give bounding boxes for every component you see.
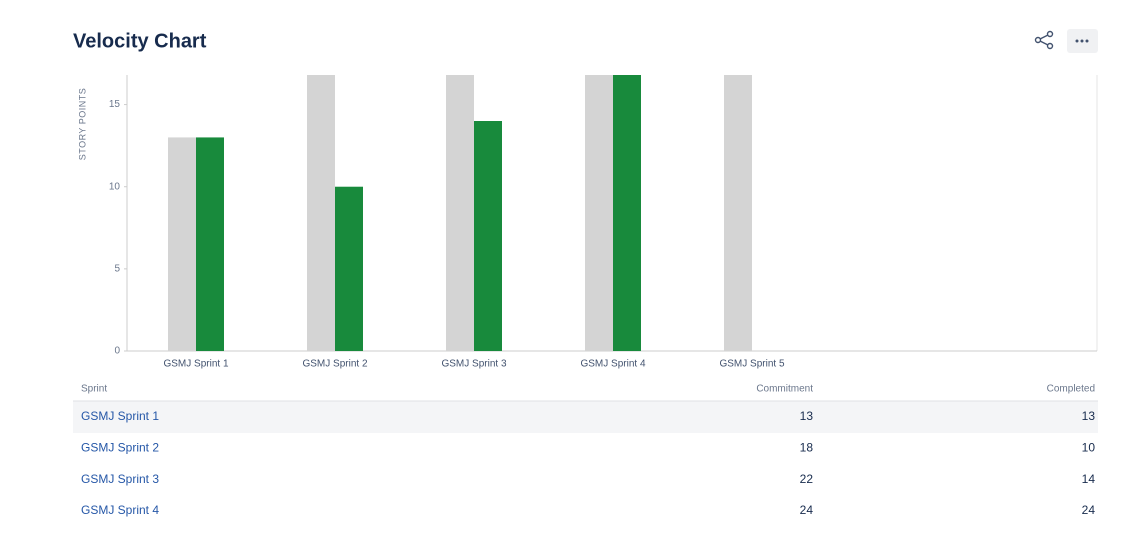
x-tick-label: GSMJ Sprint 4 — [580, 359, 645, 370]
sprint-link[interactable]: GSMJ Sprint 3 — [81, 472, 159, 486]
table-header: Completed — [1047, 384, 1095, 395]
completed-cell: 14 — [1082, 472, 1096, 486]
y-tick-label: 0 — [114, 346, 120, 357]
bar — [307, 75, 335, 351]
bar — [585, 75, 613, 351]
share-button[interactable] — [1034, 30, 1054, 50]
x-tick-label: GSMJ Sprint 2 — [302, 359, 367, 370]
bar — [613, 75, 641, 351]
bar — [446, 75, 474, 351]
commitment-cell: 22 — [800, 472, 814, 486]
more-button[interactable] — [1067, 29, 1098, 53]
x-tick-label: GSMJ Sprint 5 — [719, 359, 784, 370]
row-highlight — [73, 401, 1098, 433]
bar — [196, 137, 224, 351]
bar — [168, 137, 196, 351]
commitment-cell: 18 — [800, 440, 814, 454]
commitment-cell: 24 — [800, 503, 814, 517]
x-tick-label: GSMJ Sprint 3 — [441, 359, 506, 370]
completed-cell: 13 — [1082, 409, 1096, 423]
sprint-link[interactable]: GSMJ Sprint 4 — [81, 503, 159, 517]
page-title: Velocity Chart — [73, 30, 207, 52]
bar — [335, 186, 363, 351]
x-tick-label: GSMJ Sprint 1 — [163, 359, 228, 370]
completed-cell: 24 — [1082, 503, 1096, 517]
y-axis-label: STORY POINTS — [77, 88, 87, 161]
y-tick-label: 5 — [114, 263, 120, 274]
y-tick-label: 15 — [109, 99, 121, 110]
sprint-link[interactable]: GSMJ Sprint 1 — [81, 409, 159, 423]
table-header: Sprint — [81, 384, 107, 395]
y-tick-label: 10 — [109, 181, 121, 192]
table-header: Commitment — [756, 384, 813, 395]
bar — [724, 75, 752, 351]
commitment-cell: 13 — [800, 409, 814, 423]
completed-cell: 10 — [1082, 440, 1096, 454]
bar — [474, 121, 502, 351]
sprint-link[interactable]: GSMJ Sprint 2 — [81, 440, 159, 454]
